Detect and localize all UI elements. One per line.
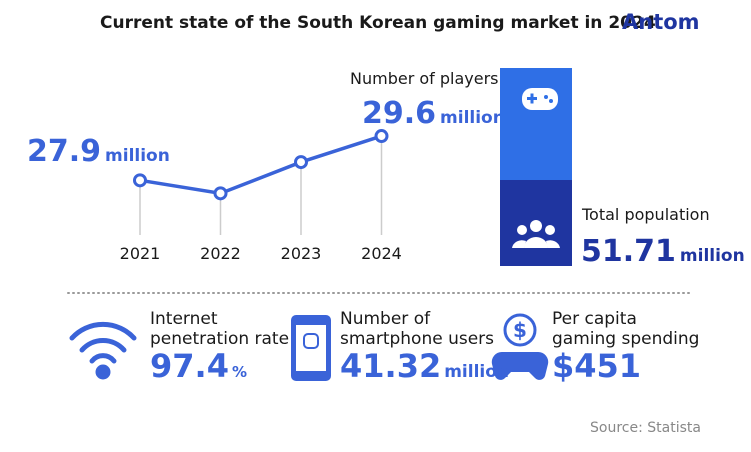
value: 27.9 [27, 134, 101, 169]
players-label: Number of players [350, 69, 499, 88]
point [374, 129, 389, 144]
unit: % [232, 363, 247, 381]
stat-label: gaming spending [552, 329, 699, 349]
population-value: 51.71 million [581, 234, 745, 269]
point [294, 155, 308, 170]
unit: million [444, 362, 509, 382]
stat-label: Internet [150, 309, 218, 329]
last-value-label: 29.6 million [362, 96, 505, 131]
value: 41.32 [340, 347, 441, 385]
phone-icon [291, 315, 331, 381]
value: 29.6 [362, 96, 436, 131]
stat-label: smartphone users [340, 329, 494, 349]
players-line [139, 134, 383, 196]
stat-label: penetration rate [150, 329, 289, 349]
spending-icon: $ [491, 313, 549, 380]
unit: million [105, 146, 170, 166]
value: 97.4 [150, 347, 229, 385]
title: Current state of the South Korean gaming… [100, 13, 656, 33]
svg-text:$: $ [513, 318, 527, 342]
unit: million [440, 108, 505, 128]
point [133, 173, 147, 188]
x-tick-label: 2023 [281, 244, 322, 263]
stat-value: 97.4% [150, 347, 247, 385]
players-block [500, 68, 572, 180]
brand: Antom [622, 10, 700, 34]
people-icon [512, 220, 560, 248]
wifi-icon [69, 321, 137, 380]
x-tick-label: 2021 [120, 244, 161, 263]
x-tick-label: 2024 [361, 244, 402, 263]
gamepad-icon [522, 88, 558, 110]
value: $451 [552, 347, 641, 385]
stat-value: $451 [552, 347, 641, 385]
stat-label: Number of [340, 309, 431, 329]
unit: million [680, 246, 745, 266]
stat-label: Per capita [552, 309, 637, 329]
population-label: Total population [581, 205, 710, 224]
value: 51.71 [581, 234, 676, 269]
first-value-label: 27.9 million [27, 134, 170, 169]
x-tick-label: 2022 [200, 244, 241, 263]
stat-value: 41.32 million [340, 347, 509, 385]
point [213, 186, 228, 201]
source: Source: Statista [590, 420, 701, 436]
